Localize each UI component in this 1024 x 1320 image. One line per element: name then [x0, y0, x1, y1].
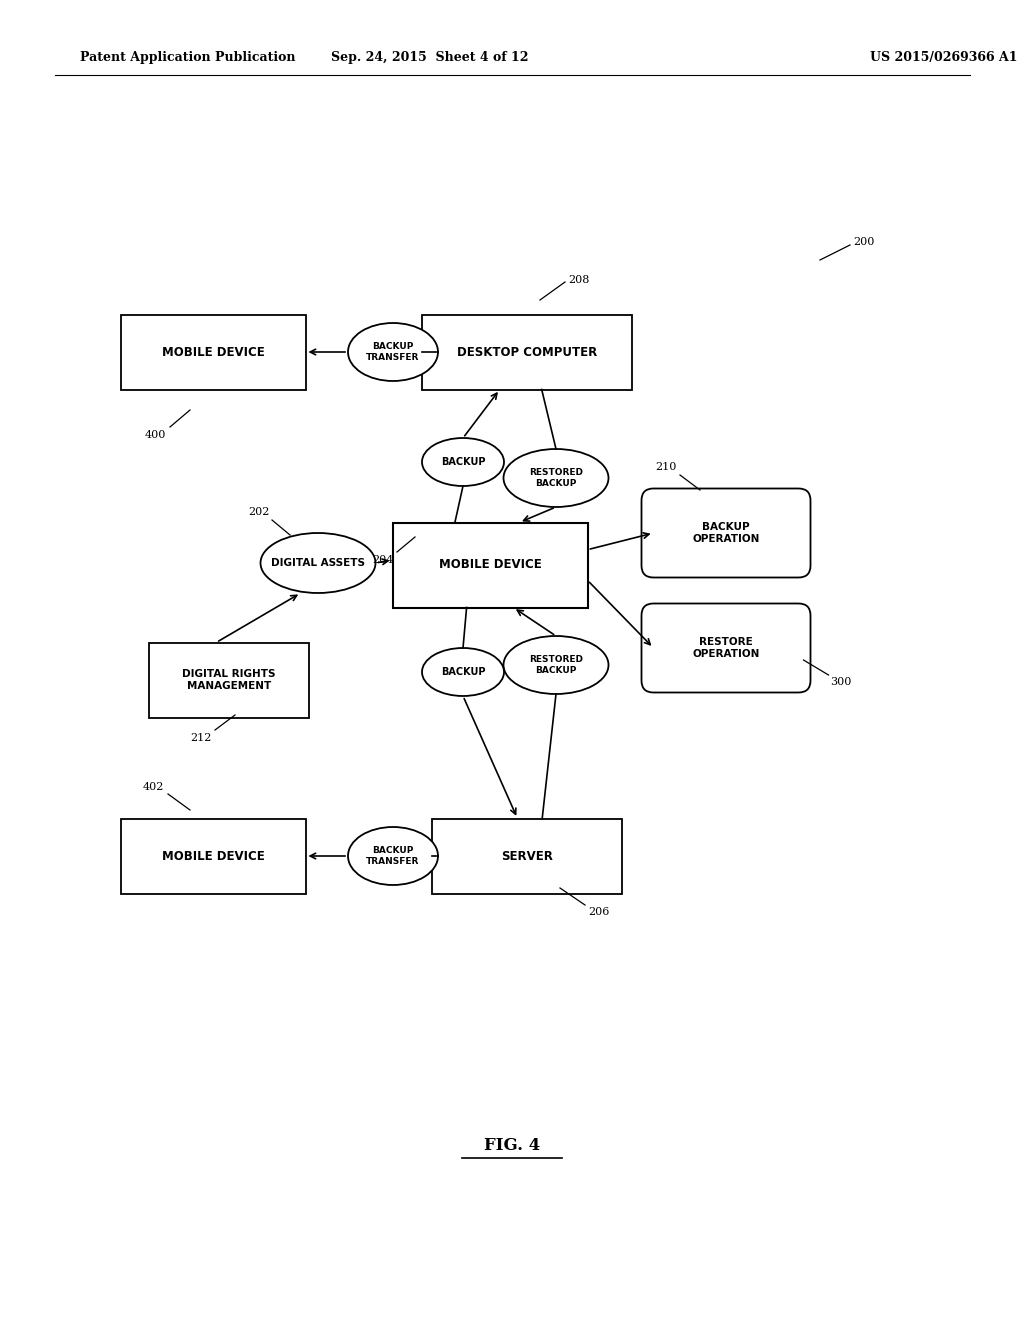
- Ellipse shape: [348, 323, 438, 381]
- Text: RESTORE
OPERATION: RESTORE OPERATION: [692, 638, 760, 659]
- Text: 206: 206: [588, 907, 609, 917]
- Text: RESTORED
BACKUP: RESTORED BACKUP: [529, 655, 583, 675]
- FancyBboxPatch shape: [150, 643, 309, 718]
- Text: BACKUP
TRANSFER: BACKUP TRANSFER: [367, 342, 420, 362]
- FancyBboxPatch shape: [121, 818, 305, 894]
- Ellipse shape: [504, 636, 608, 694]
- Text: SERVER: SERVER: [501, 850, 553, 862]
- Text: Sep. 24, 2015  Sheet 4 of 12: Sep. 24, 2015 Sheet 4 of 12: [331, 50, 528, 63]
- Text: 208: 208: [568, 275, 590, 285]
- FancyBboxPatch shape: [641, 488, 811, 578]
- Text: Patent Application Publication: Patent Application Publication: [80, 50, 296, 63]
- Text: 202: 202: [248, 507, 269, 517]
- Ellipse shape: [422, 438, 504, 486]
- Text: BACKUP: BACKUP: [440, 457, 485, 467]
- Ellipse shape: [260, 533, 376, 593]
- Text: DIGITAL RIGHTS
MANAGEMENT: DIGITAL RIGHTS MANAGEMENT: [182, 669, 275, 690]
- Text: US 2015/0269366 A1: US 2015/0269366 A1: [870, 50, 1018, 63]
- FancyBboxPatch shape: [392, 523, 588, 607]
- Text: DIGITAL ASSETS: DIGITAL ASSETS: [271, 558, 365, 568]
- Text: MOBILE DEVICE: MOBILE DEVICE: [162, 346, 264, 359]
- Text: RESTORED
BACKUP: RESTORED BACKUP: [529, 469, 583, 487]
- Ellipse shape: [504, 449, 608, 507]
- Text: MOBILE DEVICE: MOBILE DEVICE: [162, 850, 264, 862]
- Text: FIG. 4: FIG. 4: [484, 1137, 540, 1154]
- Text: 300: 300: [830, 677, 852, 686]
- Text: DESKTOP COMPUTER: DESKTOP COMPUTER: [457, 346, 597, 359]
- Text: BACKUP
TRANSFER: BACKUP TRANSFER: [367, 846, 420, 866]
- Text: 204: 204: [372, 554, 393, 565]
- Text: 400: 400: [145, 430, 166, 440]
- Text: 210: 210: [655, 462, 677, 473]
- FancyBboxPatch shape: [422, 314, 632, 389]
- Text: BACKUP: BACKUP: [440, 667, 485, 677]
- Text: BACKUP
OPERATION: BACKUP OPERATION: [692, 523, 760, 544]
- FancyBboxPatch shape: [121, 314, 305, 389]
- Ellipse shape: [348, 828, 438, 884]
- Text: 402: 402: [143, 781, 165, 792]
- Text: MOBILE DEVICE: MOBILE DEVICE: [438, 558, 542, 572]
- Text: 212: 212: [190, 733, 211, 743]
- Ellipse shape: [422, 648, 504, 696]
- Text: 200: 200: [853, 238, 874, 247]
- FancyBboxPatch shape: [641, 603, 811, 693]
- FancyBboxPatch shape: [432, 818, 622, 894]
